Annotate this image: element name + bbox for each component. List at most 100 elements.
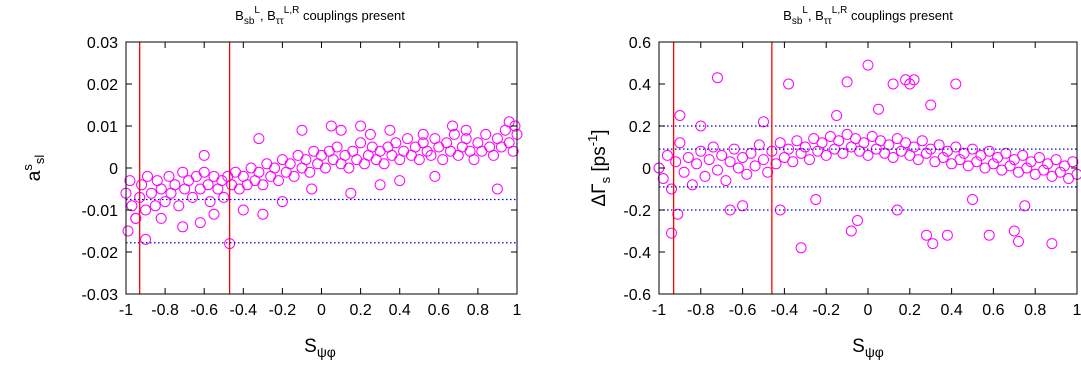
data-point [204,196,216,208]
data-point [364,128,376,140]
data-point [900,74,912,86]
data-point [194,183,206,195]
data-point [159,196,171,208]
data-point [241,179,253,191]
data-point [417,128,429,140]
data-point [927,238,939,250]
data-point [657,173,669,184]
data-point [429,170,441,182]
data-point [495,141,507,153]
data-point [142,170,153,182]
x-tick-label: -0.8 [687,302,715,319]
data-point [816,137,828,149]
data-point [703,154,715,166]
y-tick-label: -0.03 [82,287,119,304]
data-point [950,78,962,90]
data-point [1054,166,1066,178]
data-point [837,147,849,159]
data-point [686,179,698,191]
data-point [699,170,711,182]
data-point [194,217,206,229]
data-point [276,154,288,166]
data-point [269,162,281,174]
chart-title: BsbL, BττL,R couplings present [783,5,953,27]
y-tick-label: 0.02 [87,77,118,94]
data-point [908,74,920,86]
data-points [120,116,523,250]
x-tick-label: 0.8 [1024,302,1046,319]
data-point [916,135,928,147]
data-point [1004,160,1016,172]
data-point [374,145,386,157]
data-point [1033,152,1045,163]
data-point [198,166,210,178]
data-point [845,225,857,237]
data-point [331,141,343,153]
data-point [666,227,677,239]
data-point [954,154,966,166]
x-tick-label: 0.2 [349,302,371,319]
data-point [503,116,515,128]
data-point [257,179,269,191]
data-point [122,225,134,237]
data-point [292,149,304,161]
data-point [674,110,686,121]
data-point [230,166,241,178]
data-point [691,158,703,170]
x-tick-label: 0.6 [428,302,450,319]
data-point [198,149,210,161]
data-point [253,166,265,178]
y-tick-label: 0.01 [87,119,118,136]
data-point [476,145,488,157]
data-point [661,149,673,161]
x-tick-label: -0.6 [190,302,218,319]
data-point [345,187,357,199]
data-point [208,208,220,220]
data-point [983,229,995,241]
data-point [810,194,822,205]
data-point [745,147,757,159]
data-point [398,145,410,157]
y-tick-label: 0.4 [629,77,651,94]
data-point [795,147,807,159]
data-point [468,154,480,166]
data-point [433,141,445,153]
data-point [799,141,811,153]
data-point [695,145,707,157]
data-point [425,149,437,161]
data-points [653,59,1081,254]
data-point [488,149,499,161]
data-point [384,124,396,136]
data-point [712,164,723,176]
data-point [987,158,999,170]
data-point [343,162,355,174]
chart-title: BsbL, BττL,R couplings present [235,5,405,27]
data-point [707,141,719,153]
data-point [873,103,884,115]
data-point [682,152,694,163]
data-point [306,183,318,195]
data-point [770,158,782,170]
data-point [678,166,690,178]
data-point [163,170,175,182]
x-axis-label: Sψφ [852,336,884,360]
data-point [124,175,136,187]
data-point [716,149,728,161]
chart-2: BsbL, BττL,R couplings present -1 -0.8 -0.6… [585,5,1081,360]
data-point [728,143,740,155]
data-point [925,99,937,111]
y-axis-label: assl [20,155,47,182]
data-point [327,154,339,166]
data-point [674,137,686,149]
data-point [284,158,296,170]
x-tick-label: -0.2 [812,302,840,319]
data-point [724,204,736,216]
y-tick-label: -0.02 [82,245,119,262]
data-point [774,137,786,149]
data-point [912,154,924,166]
data-point [447,120,458,132]
data-point [409,141,421,153]
data-point [288,170,300,182]
x-tick-label: 0.4 [940,302,962,319]
